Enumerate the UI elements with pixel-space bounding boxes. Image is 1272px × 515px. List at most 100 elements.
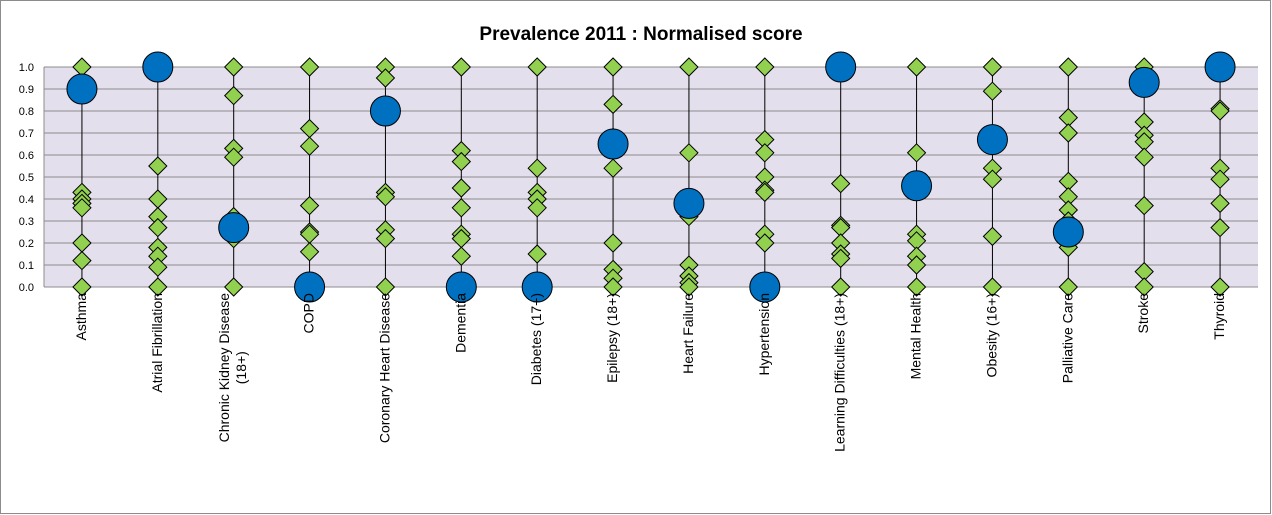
plot-area: 0.0 0.1 0.2 0.3 0.4 0.5 0.6 0.7 0.8 0.9 1.0 Asthma A… xyxy=(19,51,1258,452)
diamond-point xyxy=(1058,123,1079,143)
highlight-point xyxy=(597,128,629,160)
diamond-point xyxy=(299,195,320,216)
diamond-point xyxy=(982,226,1003,247)
diamond-point xyxy=(603,233,623,253)
highlight-point xyxy=(1052,216,1084,248)
diamond-point xyxy=(603,57,623,77)
category-label: Learning Difficulties (18+) xyxy=(832,293,848,452)
diamond-point xyxy=(1134,195,1154,216)
category-label-line: Heart Failure xyxy=(680,293,696,374)
category-label: Diabetes (17+) xyxy=(528,293,544,385)
diamond-point xyxy=(603,158,623,178)
category-label: Palliative Care xyxy=(1059,293,1075,383)
category-label: Obesity (16+) xyxy=(983,293,999,377)
diamond-point xyxy=(830,173,851,194)
category-label: Thyroid xyxy=(1211,293,1227,340)
diamond-point xyxy=(906,57,927,77)
highlight-point xyxy=(521,271,553,303)
diamond-point xyxy=(1210,169,1230,189)
diamond-point xyxy=(1058,57,1079,77)
category-label-line: Thyroid xyxy=(1211,293,1227,340)
diamond-point xyxy=(1134,147,1154,167)
diamond-point xyxy=(72,250,92,271)
diamond-point xyxy=(755,233,775,253)
category-label-line: Dementia xyxy=(452,293,468,353)
diamond-point xyxy=(679,143,699,163)
diamond-point xyxy=(527,244,547,264)
highlight-point xyxy=(825,51,857,83)
diamond-point xyxy=(982,277,1003,297)
diamond-point xyxy=(906,143,927,163)
diamond-point xyxy=(1134,277,1154,297)
y-tick-label: 0.8 xyxy=(19,106,34,118)
highlight-point xyxy=(976,124,1008,156)
diamond-point xyxy=(1210,193,1230,214)
diamond-point xyxy=(830,277,851,297)
category-label: Stroke xyxy=(1135,293,1151,334)
y-tick-label: 0.4 xyxy=(19,194,34,206)
category-label: Atrial Fibrillation xyxy=(149,293,165,393)
diamond-point xyxy=(982,81,1003,101)
highlight-point xyxy=(673,187,705,219)
category-label-line: COPD xyxy=(301,293,317,333)
category-label-line: Chronic Kidney Disease xyxy=(216,293,232,443)
category-label-line: Atrial Fibrillation xyxy=(149,293,165,393)
diamond-point xyxy=(527,198,547,218)
y-tick-label: 0.5 xyxy=(19,172,34,184)
category-label-line: Diabetes (17+) xyxy=(528,293,544,385)
category-label-line: Stroke xyxy=(1135,293,1151,334)
diamond-point xyxy=(299,57,320,77)
diamond-point xyxy=(451,178,472,198)
diamond-point xyxy=(679,277,699,297)
diamond-point xyxy=(223,277,244,297)
diamond-point xyxy=(906,255,927,275)
category-label-line: Hypertension xyxy=(756,293,772,376)
category-label-line: Epilepsy (18+) xyxy=(604,293,620,383)
diamond-point xyxy=(451,57,472,77)
diamond-point xyxy=(755,143,775,163)
highlight-point xyxy=(369,95,401,127)
highlight-point xyxy=(1128,66,1160,98)
diamond-point xyxy=(527,158,547,178)
diamond-point xyxy=(527,57,547,77)
diamond-point xyxy=(375,187,396,207)
diamond-point xyxy=(451,151,472,172)
diamond-point xyxy=(1058,277,1079,297)
diamond-point xyxy=(451,198,472,218)
diamond-point xyxy=(72,198,92,218)
diamond-point xyxy=(830,248,851,269)
highlight-point xyxy=(749,271,781,303)
diamond-point xyxy=(1210,217,1230,238)
highlight-point xyxy=(218,212,250,244)
diamond-point xyxy=(1210,101,1230,121)
diamond-point xyxy=(375,228,396,249)
y-tick-label: 0.3 xyxy=(19,216,34,228)
diamond-point xyxy=(72,277,92,297)
y-tick-label: 0.9 xyxy=(19,84,34,96)
y-tick-label: 0.7 xyxy=(19,128,34,140)
diamond-point xyxy=(375,277,396,297)
diamond-point xyxy=(603,277,623,297)
category-label: COPD xyxy=(301,293,317,333)
highlight-point xyxy=(142,51,174,83)
category-label: Dementia xyxy=(452,293,468,353)
highlight-point xyxy=(66,73,98,105)
category-label-line: Asthma xyxy=(73,293,89,341)
diamond-point xyxy=(982,169,1003,189)
diamond-point xyxy=(755,182,775,203)
highlight-point xyxy=(1204,51,1236,83)
category-label-line: Mental Health xyxy=(908,293,924,379)
category-label-line: Palliative Care xyxy=(1059,293,1075,383)
diamond-point xyxy=(299,136,320,156)
diamond-point xyxy=(223,57,244,77)
diamond-point xyxy=(679,57,699,77)
diamond-point xyxy=(451,246,472,266)
category-label-line: Obesity (16+) xyxy=(983,293,999,377)
y-tick-label: 1.0 xyxy=(19,62,34,74)
diamond-point xyxy=(1210,277,1230,297)
category-label: Chronic Kidney Disease(18+) xyxy=(216,293,249,443)
category-label: Epilepsy (18+) xyxy=(604,293,620,383)
highlight-point xyxy=(445,271,477,303)
y-tick-label: 0.6 xyxy=(19,150,34,162)
